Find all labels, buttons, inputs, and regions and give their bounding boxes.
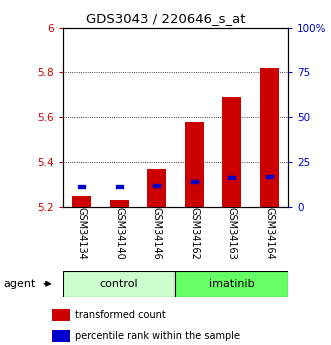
Bar — [116, 185, 122, 188]
Bar — [228, 176, 235, 179]
Text: GSM34164: GSM34164 — [264, 207, 274, 260]
Bar — [72, 196, 91, 207]
Bar — [222, 97, 241, 207]
Text: GSM34134: GSM34134 — [77, 207, 87, 260]
Text: imatinib: imatinib — [209, 279, 255, 289]
Bar — [175, 271, 288, 297]
Bar — [63, 271, 175, 297]
Bar — [78, 185, 85, 188]
Text: agent: agent — [3, 279, 36, 289]
Text: GSM34163: GSM34163 — [227, 207, 237, 260]
Bar — [191, 180, 198, 183]
Bar — [260, 68, 279, 207]
Text: GDS3043 / 220646_s_at: GDS3043 / 220646_s_at — [86, 12, 245, 25]
Text: GSM34146: GSM34146 — [152, 207, 162, 260]
Bar — [147, 169, 166, 207]
Text: percentile rank within the sample: percentile rank within the sample — [75, 331, 240, 341]
Bar — [185, 122, 204, 207]
Bar — [153, 184, 160, 187]
Text: transformed count: transformed count — [75, 310, 166, 320]
Bar — [266, 175, 273, 178]
Bar — [110, 200, 128, 207]
Bar — [52, 330, 70, 342]
Bar — [52, 309, 70, 322]
Text: GSM34140: GSM34140 — [114, 207, 124, 260]
Text: control: control — [100, 279, 138, 289]
Text: GSM34162: GSM34162 — [189, 207, 199, 260]
